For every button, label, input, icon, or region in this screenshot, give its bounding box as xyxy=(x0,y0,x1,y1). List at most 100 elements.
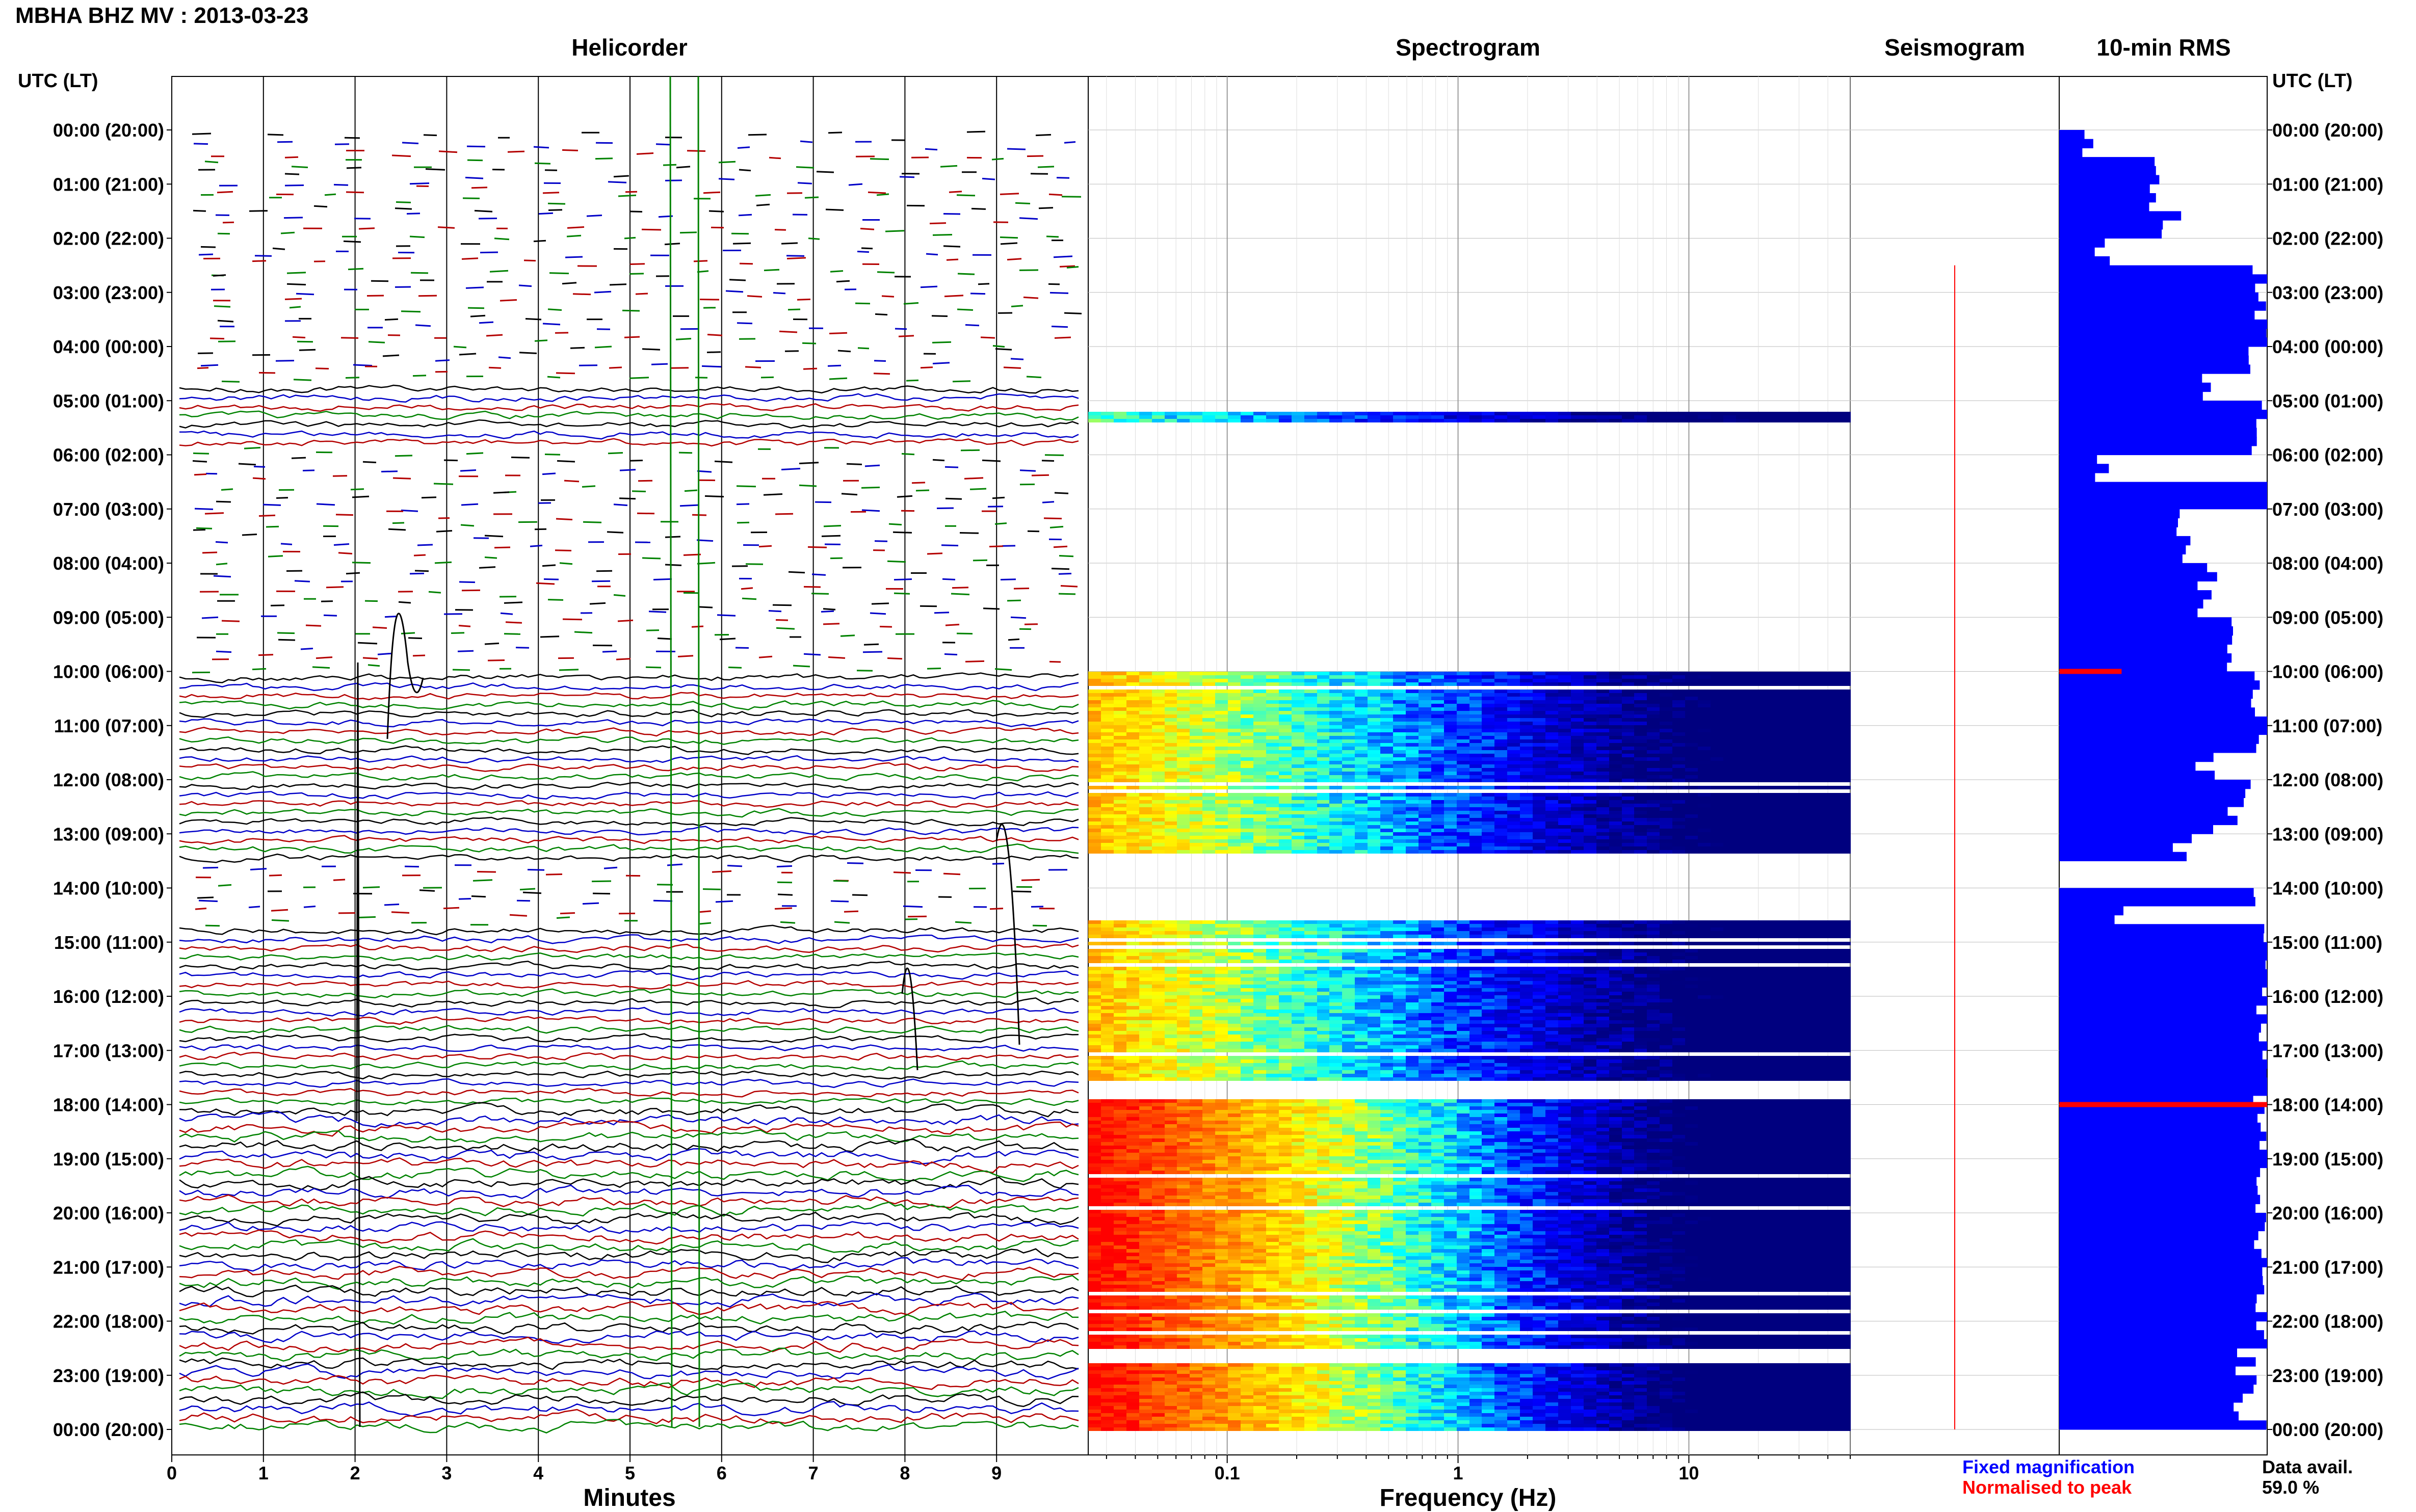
y-tick-label-left: 16:00 (12:00) xyxy=(53,986,164,1007)
helicorder-trace-segment xyxy=(971,208,986,209)
spectrogram-cell xyxy=(1431,743,1445,747)
spectrogram-cell xyxy=(1241,920,1254,924)
spectrogram-cell xyxy=(1799,736,1813,739)
helicorder-trace xyxy=(179,1079,1079,1087)
spectrogram-cell xyxy=(1698,750,1711,754)
helicorder-trace-segment xyxy=(680,232,697,233)
spectrogram-cell xyxy=(1812,693,1825,697)
y-tick-label-left: 15:00 (11:00) xyxy=(54,932,164,953)
spectrogram-cell xyxy=(1228,931,1241,935)
spectrogram-cell xyxy=(1380,920,1394,924)
spectrogram-cell xyxy=(1253,412,1267,415)
spectrogram-cell xyxy=(1799,811,1813,814)
spectrogram-cell xyxy=(1317,779,1330,782)
helicorder-trace-segment xyxy=(216,564,227,565)
spectrogram-cell xyxy=(1787,693,1800,697)
helicorder-trace-segment xyxy=(796,167,814,168)
spectrogram-cell xyxy=(1825,949,1838,952)
spectrogram-cell xyxy=(1685,952,1698,956)
spectrogram-cell xyxy=(1152,768,1165,772)
spectrogram-cell xyxy=(1812,679,1825,682)
spectrogram-cell xyxy=(1241,935,1254,938)
helicorder-trace-segment xyxy=(510,915,527,916)
helicorder-trace-segment xyxy=(836,281,850,282)
spectrogram-cell xyxy=(1342,804,1355,807)
spectrogram-cell xyxy=(1279,977,1292,981)
spectrogram-cell xyxy=(1431,711,1445,714)
helicorder-trace-segment xyxy=(475,210,492,211)
spectrogram-cell xyxy=(1444,714,1457,718)
spectrogram-cell xyxy=(1762,974,1775,977)
spectrogram-cell xyxy=(1431,970,1445,974)
spectrogram-cell xyxy=(1685,693,1698,697)
spectrogram-cell xyxy=(1292,967,1305,970)
spectrogram-cell xyxy=(1520,775,1533,779)
spectrogram-cell xyxy=(1723,924,1737,927)
helicorder-trace-segment xyxy=(712,871,731,872)
spectrogram-cell xyxy=(1609,707,1622,711)
helicorder-trace-segment xyxy=(658,639,672,640)
spectrogram-cell xyxy=(1596,804,1610,807)
spectrogram-cell xyxy=(1431,704,1445,707)
spectrogram-cell xyxy=(1266,832,1279,836)
spectrogram-cell xyxy=(1241,804,1254,807)
spectrogram-cell xyxy=(1749,736,1762,739)
spectrogram-cell xyxy=(1355,927,1368,931)
spectrogram-cell xyxy=(1596,821,1610,825)
spectrogram-cell xyxy=(1317,821,1330,825)
spectrogram-cell xyxy=(1507,836,1520,839)
spectrogram-cell xyxy=(1101,850,1114,854)
helicorder-trace-segment xyxy=(459,354,476,355)
helicorder-trace-segment xyxy=(325,194,336,195)
spectrogram-cell xyxy=(1266,956,1279,960)
spectrogram-cell xyxy=(1545,818,1559,821)
spectrogram-cell xyxy=(1749,412,1762,415)
spectrogram-cell xyxy=(1520,836,1533,839)
helicorder-trace xyxy=(179,981,1079,989)
spectrogram-cell xyxy=(1749,764,1762,768)
spectrogram-cell xyxy=(1190,924,1203,927)
spectrogram-cell xyxy=(1609,814,1622,818)
helicorder-trace-segment xyxy=(726,291,743,292)
spectrogram-cell xyxy=(1368,786,1381,789)
spectrogram-cell xyxy=(1685,967,1698,970)
spectrogram-cell xyxy=(1114,754,1127,757)
spectrogram-cell xyxy=(1139,779,1152,782)
spectrogram-cell xyxy=(1368,970,1381,974)
spectrogram-cell xyxy=(1482,672,1495,675)
spectrogram-cell xyxy=(1114,818,1127,821)
helicorder-trace-segment xyxy=(579,365,597,366)
spectrogram-cell xyxy=(1152,967,1165,970)
spectrogram-cell xyxy=(1317,739,1330,743)
spectrogram-cell xyxy=(1139,818,1152,821)
spectrogram-cell xyxy=(1647,825,1660,829)
spectrogram-cell xyxy=(1622,927,1635,931)
spectrogram-cell xyxy=(1571,967,1584,970)
spectrogram-cell xyxy=(1368,704,1381,707)
spectrogram-cell xyxy=(1736,739,1749,743)
spectrogram-cell xyxy=(1380,821,1394,825)
spectrogram-cell xyxy=(1533,679,1546,682)
spectrogram-cell xyxy=(1787,682,1800,686)
spectrogram-cell xyxy=(1698,931,1711,935)
spectrogram-cell xyxy=(1469,714,1483,718)
spectrogram-cell xyxy=(1329,682,1343,686)
spectrogram-cell xyxy=(1584,786,1597,789)
spectrogram-cell xyxy=(1253,779,1267,782)
spectrogram-cell xyxy=(1190,821,1203,825)
spectrogram-cell xyxy=(1444,689,1457,693)
helicorder-trace xyxy=(179,801,1079,807)
helicorder-trace-segment xyxy=(619,498,636,499)
spectrogram-cell xyxy=(1114,761,1127,764)
spectrogram-cell xyxy=(1672,818,1686,821)
spectrogram-cell xyxy=(1698,836,1711,839)
spectrogram-cell xyxy=(1165,836,1178,839)
spectrogram-cell xyxy=(1380,419,1394,422)
spectrogram-cell xyxy=(1431,768,1445,772)
spectrogram-cell xyxy=(1609,736,1622,739)
spectrogram-cell xyxy=(1292,960,1305,963)
spectrogram-cell xyxy=(1787,970,1800,974)
spectrogram-cell xyxy=(1596,793,1610,797)
spectrogram-cell xyxy=(1660,772,1673,775)
spectrogram-cell xyxy=(1774,697,1788,700)
